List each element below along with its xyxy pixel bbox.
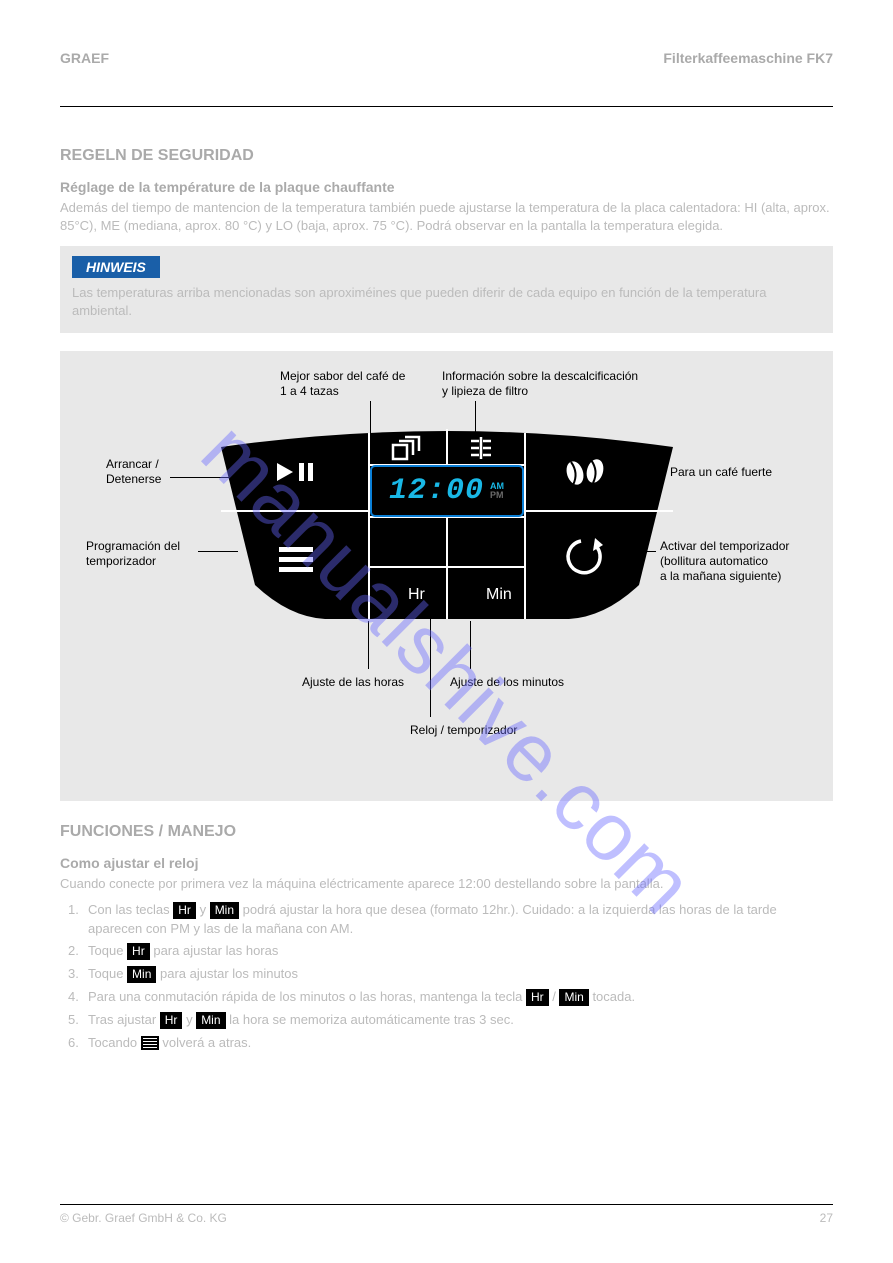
step-3: Toque Min para ajustar los minutos: [60, 965, 833, 984]
min-badge: Min: [210, 902, 239, 919]
footer-right: 27: [820, 1211, 833, 1225]
step-4: Para una conmutación rápida de los minut…: [60, 988, 833, 1007]
callout-top-left: Mejor sabor del café de1 a 4 tazas: [280, 369, 405, 399]
hr-badge: Hr: [160, 1012, 183, 1029]
hinweis-text: Las temperaturas arriba mencionadas son …: [72, 284, 821, 319]
coffee-panel: Hr Min 12:00 AM PM: [217, 429, 677, 659]
hinweis-box: HINWEIS Las temperaturas arriba menciona…: [60, 246, 833, 333]
step-5: Tras ajustar Hr y Min la hora se memoriz…: [60, 1011, 833, 1030]
step-text: Con las teclas: [88, 902, 173, 917]
panel-shape-icon: Hr Min: [217, 429, 677, 619]
min-panel-label: Min: [486, 586, 512, 603]
step-text: Para una conmutación rápida de los minut…: [88, 989, 526, 1004]
step-1: Con las teclas Hr y Min podrá ajustar la…: [60, 901, 833, 939]
min-badge: Min: [559, 989, 588, 1006]
step-text: y: [200, 902, 210, 917]
step-text: para ajustar los minutos: [160, 966, 298, 981]
callout-bottom-minutes: Ajuste de los minutos: [450, 675, 564, 690]
min-badge: Min: [127, 966, 156, 983]
min-badge: Min: [196, 1012, 225, 1029]
footer-left: © Gebr. Graef GmbH & Co. KG: [60, 1211, 227, 1225]
rules-title: REGELN DE SEGURIDAD: [60, 147, 833, 165]
clock-intro: Cuando conecte por primera vez la máquin…: [60, 875, 833, 893]
step-text: tocada.: [592, 989, 635, 1004]
hr-badge: Hr: [526, 989, 549, 1006]
pm-label: PM: [490, 491, 504, 500]
clock-title: Como ajustar el reloj: [60, 855, 833, 871]
callout-right-lower: Activar del temporizador(bollitura autom…: [660, 539, 789, 584]
step-text: Toque: [88, 966, 127, 981]
step-text: Tras ajustar: [88, 1012, 160, 1027]
temp-text: Además del tiempo de mantencion de la te…: [60, 199, 833, 234]
hinweis-label: HINWEIS: [72, 256, 160, 278]
step-text: para ajustar las horas: [153, 943, 278, 958]
func-title: FUNCIONES / MANEJO: [60, 823, 833, 841]
header-left: GRAEF: [60, 50, 109, 66]
callout-top-right: Información sobre la descalcificacióny l…: [442, 369, 638, 399]
footer: © Gebr. Graef GmbH & Co. KG 27: [60, 1204, 833, 1225]
panel-display: 12:00 AM PM: [370, 465, 524, 517]
temp-title: Réglage de la température de la plaque c…: [60, 179, 833, 195]
step-text: volverá a atras.: [162, 1035, 251, 1050]
hr-badge: Hr: [127, 943, 150, 960]
instructions-list: Con las teclas Hr y Min podrá ajustar la…: [60, 901, 833, 1053]
menu-icon: [141, 1036, 159, 1050]
diagram-wrap: Mejor sabor del café de1 a 4 tazas Infor…: [60, 351, 833, 801]
header-right: Filterkaffeemaschine FK7: [663, 50, 833, 66]
step-text: Toque: [88, 943, 127, 958]
step-6: Tocando volverá a atras.: [60, 1034, 833, 1053]
callout-right-upper: Para un café fuerte: [670, 465, 772, 480]
step-text: /: [552, 989, 559, 1004]
callout-bottom-hours: Ajuste de las horas: [302, 675, 404, 690]
diagram: Mejor sabor del café de1 a 4 tazas Infor…: [70, 365, 823, 775]
display-time: 12:00: [389, 474, 484, 508]
hr-panel-label: Hr: [408, 586, 426, 603]
header-row: GRAEF Filterkaffeemaschine FK7: [60, 50, 833, 66]
step-text: Tocando: [88, 1035, 141, 1050]
page: manualshive.com GRAEF Filterkaffeemaschi…: [0, 0, 893, 1263]
callout-left-lower: Programación deltemporizador: [86, 539, 180, 569]
step-2: Toque Hr para ajustar las horas: [60, 942, 833, 961]
callout-bottom-clock: Reloj / temporizador: [410, 723, 517, 738]
hr-badge: Hr: [173, 902, 196, 919]
step-text: y: [186, 1012, 196, 1027]
header-rule: [60, 106, 833, 107]
step-text: la hora se memoriza automáticamente tras…: [229, 1012, 514, 1027]
display-ampm: AM PM: [490, 482, 504, 500]
callout-left-upper: Arrancar /Detenerse: [106, 457, 161, 487]
